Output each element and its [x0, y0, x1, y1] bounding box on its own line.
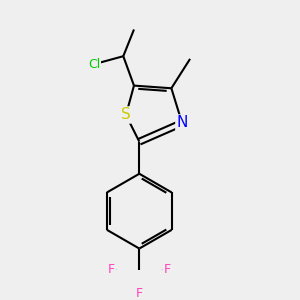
Text: N: N [176, 116, 188, 130]
Text: F: F [108, 263, 115, 276]
Text: F: F [164, 263, 171, 276]
Text: S: S [121, 107, 131, 122]
Text: Cl: Cl [88, 58, 100, 71]
Text: F: F [136, 287, 143, 300]
